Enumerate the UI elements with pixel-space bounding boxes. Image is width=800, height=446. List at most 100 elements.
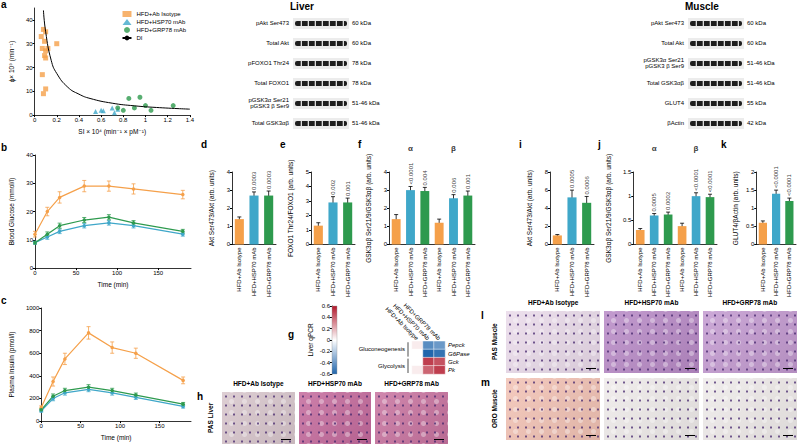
- svg-text:2: 2: [227, 205, 231, 211]
- svg-text:0.0003: 0.0003: [251, 171, 257, 190]
- svg-text:150: 150: [153, 270, 164, 276]
- svg-text:-0.6: -0.6: [320, 371, 331, 377]
- svg-text:Blood Glucose (mmol/l): Blood Glucose (mmol/l): [8, 178, 16, 246]
- svg-text:Pk: Pk: [448, 367, 456, 373]
- svg-text:40: 40: [26, 152, 33, 158]
- svg-text:1.4: 1.4: [186, 117, 195, 123]
- svg-text:HFD+GRP78 mAb: HFD+GRP78 mAb: [465, 247, 471, 297]
- svg-text:600: 600: [29, 350, 40, 356]
- svg-text:0: 0: [545, 241, 549, 247]
- svg-text:DI: DI: [136, 35, 142, 41]
- svg-text:40: 40: [26, 17, 33, 23]
- svg-text:0: 0: [33, 270, 37, 276]
- svg-text:30: 30: [26, 180, 33, 186]
- svg-text:HFD+Ab Isotype: HFD+Ab Isotype: [393, 247, 399, 292]
- svg-text:Time (min): Time (min): [98, 281, 129, 289]
- svg-text:GLUT4/βActin (arb. units): GLUT4/βActin (arb. units): [732, 171, 740, 245]
- svg-text:β: β: [451, 144, 456, 153]
- svg-text:Akt Ser473/Akt (arb. units): Akt Ser473/Akt (arb. units): [526, 170, 534, 246]
- svg-text:FOXO1 Thr24/FOXO1 (arb. units): FOXO1 Thr24/FOXO1 (arb. units): [287, 160, 295, 257]
- svg-text:α: α: [408, 144, 413, 153]
- svg-text:2: 2: [306, 212, 310, 218]
- svg-text:0: 0: [628, 241, 632, 247]
- svg-text:HFD+Ab Isotype: HFD+Ab Isotype: [136, 11, 181, 17]
- svg-text:HFD+GRP78 mAb: HFD+GRP78 mAb: [402, 302, 442, 342]
- svg-text:HFD+HSP70 mAb: HFD+HSP70 mAb: [330, 247, 336, 297]
- svg-text:1.2: 1.2: [163, 117, 172, 123]
- svg-text:0.006: 0.006: [451, 177, 457, 193]
- svg-text:0.0006: 0.0006: [584, 175, 590, 194]
- svg-text:-0.4: -0.4: [320, 360, 331, 366]
- svg-text:4: 4: [545, 205, 549, 211]
- svg-text:1000: 1000: [26, 305, 40, 311]
- svg-text:3: 3: [384, 187, 388, 193]
- svg-text:HFD+Ab Isotype: HFD+Ab Isotype: [236, 247, 242, 292]
- svg-text:0.5: 0.5: [623, 217, 632, 223]
- svg-text:2: 2: [751, 169, 755, 175]
- svg-text:0.5: 0.5: [746, 223, 755, 229]
- svg-text:0: 0: [751, 241, 755, 247]
- svg-text:1: 1: [751, 205, 755, 211]
- svg-text:HFD+Ab Isotype: HFD+Ab Isotype: [679, 247, 685, 292]
- svg-text:0.002: 0.002: [330, 179, 336, 195]
- svg-text:0.4: 0.4: [322, 314, 331, 320]
- svg-text:1: 1: [306, 227, 310, 233]
- svg-text:1: 1: [144, 117, 148, 123]
- svg-text:α: α: [652, 144, 657, 153]
- svg-text:HFD+HSP70 mAb: HFD+HSP70 mAb: [773, 247, 779, 297]
- svg-text:2: 2: [545, 223, 549, 229]
- svg-text:8: 8: [545, 169, 549, 175]
- svg-text:0.001: 0.001: [465, 173, 471, 189]
- svg-text:HFD+Ab Isotype: HFD+Ab Isotype: [315, 247, 321, 292]
- svg-text:GSK3αβ Ser21/9/GSK3αβ (arb. un: GSK3αβ Ser21/9/GSK3αβ (arb. units): [605, 154, 613, 263]
- svg-text:HFD+Ab Isotype: HFD+Ab Isotype: [436, 247, 442, 292]
- svg-text:Gck: Gck: [448, 359, 460, 365]
- svg-text:<0.0001: <0.0001: [693, 168, 699, 191]
- svg-text:<0.0001: <0.0001: [408, 162, 414, 185]
- svg-text:0.4: 0.4: [75, 117, 84, 123]
- svg-text:50: 50: [77, 423, 84, 429]
- svg-text:0.0003: 0.0003: [266, 170, 272, 189]
- svg-text:6: 6: [545, 187, 549, 193]
- svg-text:HFD+GRP78 mAb: HFD+GRP78 mAb: [707, 247, 713, 297]
- svg-text:HFD+Ab Isotype: HFD+Ab Isotype: [554, 247, 560, 292]
- svg-text:HFD+Ab Isotype: HFD+Ab Isotype: [760, 247, 766, 292]
- svg-text:0: 0: [384, 241, 388, 247]
- svg-text:30: 30: [26, 41, 33, 47]
- svg-text:Plasma Insulin (pmol/l): Plasma Insulin (pmol/l): [8, 332, 16, 398]
- svg-text:4: 4: [384, 169, 388, 175]
- svg-text:SI × 10⁴ (min⁻¹ × pM⁻¹): SI × 10⁴ (min⁻¹ × pM⁻¹): [78, 128, 146, 136]
- svg-text:HFD+GRP78 mAb: HFD+GRP78 mAb: [665, 247, 671, 297]
- svg-text:ϕ× 10⁹ (min⁻¹): ϕ× 10⁹ (min⁻¹): [8, 41, 16, 82]
- svg-text:200: 200: [29, 395, 40, 401]
- svg-text:HFD+GRP78 mAb: HFD+GRP78 mAb: [266, 247, 272, 297]
- svg-text:10: 10: [26, 88, 33, 94]
- svg-text:Time (min): Time (min): [101, 434, 132, 442]
- svg-text:4: 4: [306, 183, 310, 189]
- svg-text:HFD+HSP70 mAb: HFD+HSP70 mAb: [451, 247, 457, 297]
- svg-text:20: 20: [26, 65, 33, 71]
- svg-text:0.8: 0.8: [119, 117, 128, 123]
- svg-text:50: 50: [73, 270, 80, 276]
- svg-text:0.6: 0.6: [322, 303, 331, 309]
- svg-text:1: 1: [227, 223, 231, 229]
- svg-text:100: 100: [112, 270, 123, 276]
- svg-text:β: β: [694, 144, 699, 153]
- svg-text:HFD+HSP70 mAb: HFD+HSP70 mAb: [408, 247, 414, 297]
- svg-text:4: 4: [227, 169, 231, 175]
- svg-text:0.001: 0.001: [345, 180, 351, 196]
- svg-text:HFD+Ab Isotype: HFD+Ab Isotype: [637, 247, 643, 292]
- svg-text:<0.0001: <0.0001: [773, 166, 779, 189]
- svg-text:0.004: 0.004: [422, 170, 428, 186]
- svg-text:HFD+GRP78 mAb: HFD+GRP78 mAb: [136, 27, 186, 33]
- svg-text:HFD+HSP70 mAb: HFD+HSP70 mAb: [569, 247, 575, 297]
- svg-text:0.0005: 0.0005: [651, 193, 657, 212]
- svg-text:HFD+HSP70 mAb: HFD+HSP70 mAb: [693, 247, 699, 297]
- svg-text:HFD+GRP78 mAb: HFD+GRP78 mAb: [786, 247, 792, 297]
- svg-text:<0.0001: <0.0001: [707, 170, 713, 193]
- svg-text:HFD+GRP78 mAb: HFD+GRP78 mAb: [584, 247, 590, 297]
- svg-text:1: 1: [628, 193, 632, 199]
- svg-text:100: 100: [115, 423, 126, 429]
- svg-text:0: 0: [306, 241, 310, 247]
- svg-text:1.5: 1.5: [746, 187, 755, 193]
